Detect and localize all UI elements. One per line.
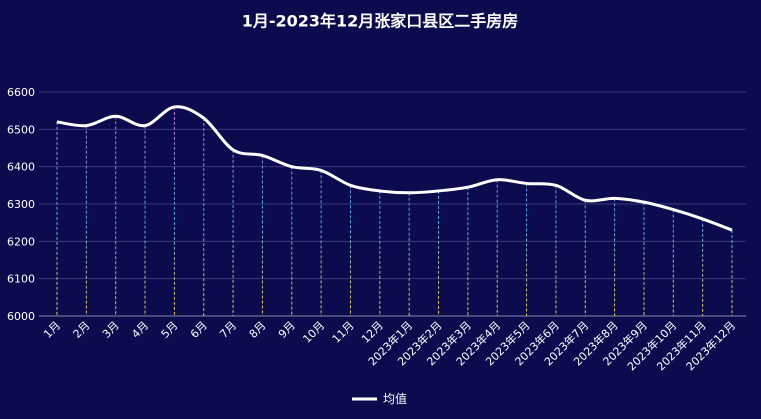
y-tick-label: 6400: [7, 161, 35, 174]
line-series: [56, 105, 733, 232]
y-tick-label: 6100: [7, 273, 35, 286]
y-tick-label: 6200: [7, 235, 35, 248]
chart-title: 1月-2023年12月张家口县区二手房房: [242, 12, 519, 31]
y-tick-label: 6500: [7, 123, 35, 136]
y-tick-label: 6600: [7, 86, 35, 99]
y-tick-label: 6300: [7, 198, 35, 211]
y-tick-label: 6000: [7, 310, 35, 323]
legend-label: 均值: [383, 391, 407, 406]
